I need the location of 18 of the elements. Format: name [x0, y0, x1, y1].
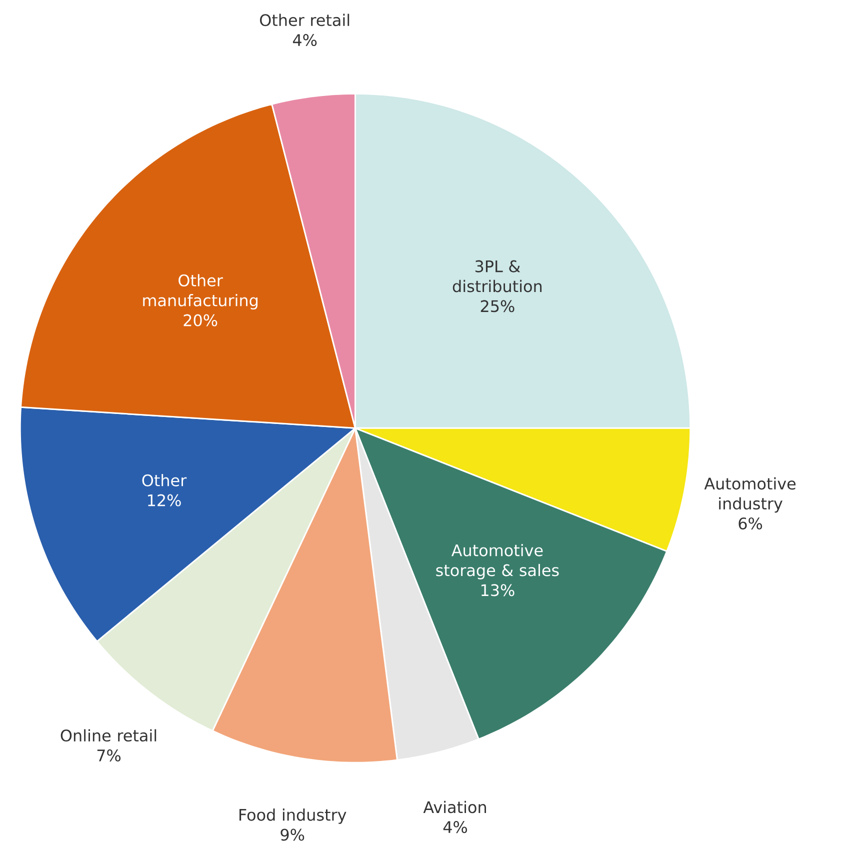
slice-label: Online retail: [60, 729, 156, 742]
slice-label: Other manufacturing: [143, 274, 258, 310]
slice-label: Automotive industry: [704, 477, 796, 513]
slice-label: 3PL & distribution: [452, 260, 542, 292]
data-label: 13%: [481, 584, 514, 596]
data-label: 7%: [97, 749, 121, 762]
slice-label: Other retail: [260, 14, 350, 26]
data-label: 25%: [480, 300, 514, 312]
data-label: 20%: [184, 314, 218, 326]
data-label: 4%: [292, 34, 317, 46]
data-label: 12%: [148, 494, 181, 506]
data-label: 6%: [738, 517, 762, 530]
data-label: 9%: [280, 828, 304, 841]
slice-label: Aviation: [423, 800, 486, 814]
slice-label: Food industry: [239, 808, 346, 824]
data-label: 4%: [443, 821, 468, 834]
slice-label: Automotive storage & sales: [436, 544, 559, 580]
slice-label: Other: [142, 474, 187, 486]
